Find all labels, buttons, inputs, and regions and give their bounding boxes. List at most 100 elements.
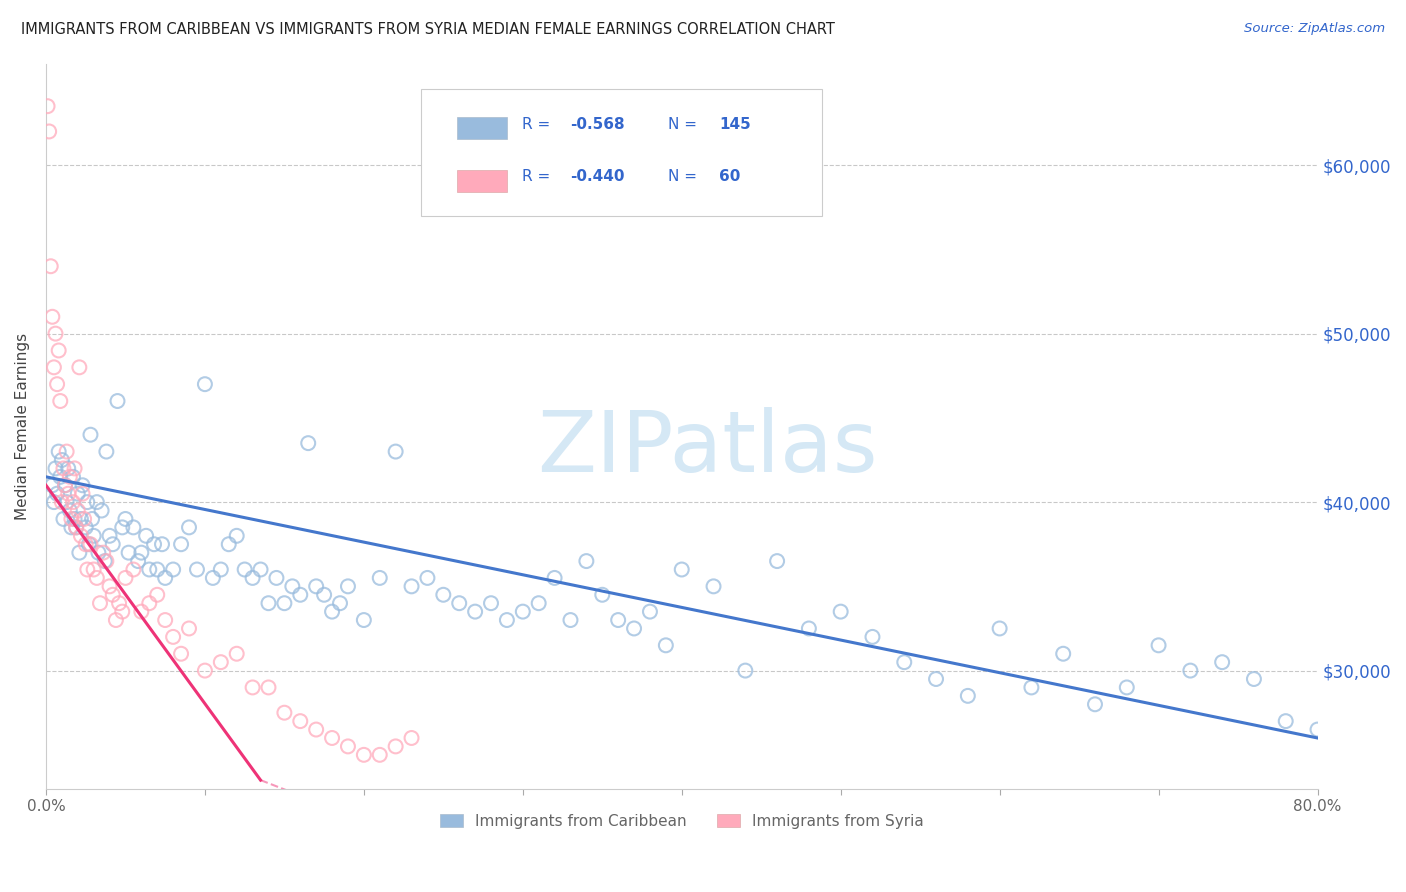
- Point: [273, 596, 295, 610]
- Point: [1052, 647, 1074, 661]
- Point: [138, 562, 160, 576]
- Point: [41, 478, 63, 492]
- Point: [655, 638, 678, 652]
- Point: [52, 512, 75, 526]
- Point: [1274, 714, 1296, 728]
- Point: [143, 537, 166, 551]
- Point: [1147, 638, 1170, 652]
- Point: [70, 529, 93, 543]
- Point: [53, 478, 76, 492]
- Point: [225, 647, 247, 661]
- Point: [86, 495, 108, 509]
- Point: [162, 630, 184, 644]
- Point: [336, 579, 359, 593]
- Point: [353, 613, 375, 627]
- Point: [42, 360, 65, 375]
- Point: [63, 512, 86, 526]
- Point: [37, 99, 59, 113]
- Point: [79, 537, 101, 551]
- Point: [305, 723, 328, 737]
- Point: [49, 394, 72, 409]
- Point: [41, 310, 63, 324]
- Point: [104, 613, 127, 627]
- Point: [464, 605, 486, 619]
- Point: [80, 512, 103, 526]
- Point: [38, 124, 60, 138]
- Text: N =: N =: [668, 117, 702, 132]
- Point: [225, 529, 247, 543]
- Point: [384, 444, 406, 458]
- Point: [73, 512, 96, 526]
- Point: [150, 537, 173, 551]
- Point: [194, 664, 217, 678]
- Point: [290, 714, 312, 728]
- Text: -0.440: -0.440: [569, 169, 624, 184]
- Text: Source: ZipAtlas.com: Source: ZipAtlas.com: [1244, 22, 1385, 36]
- Point: [368, 747, 391, 762]
- Point: [114, 512, 136, 526]
- Point: [496, 613, 519, 627]
- Point: [384, 739, 406, 754]
- Point: [797, 622, 820, 636]
- Point: [65, 520, 87, 534]
- Point: [58, 461, 80, 475]
- Point: [368, 571, 391, 585]
- Point: [281, 579, 304, 593]
- Point: [512, 605, 534, 619]
- Point: [273, 706, 295, 720]
- Point: [527, 596, 550, 610]
- Point: [91, 546, 114, 560]
- Point: [209, 562, 232, 576]
- Point: [186, 562, 208, 576]
- Point: [153, 613, 176, 627]
- Text: ZIPatlas: ZIPatlas: [537, 407, 877, 490]
- Point: [607, 613, 630, 627]
- Point: [329, 596, 352, 610]
- Point: [70, 512, 93, 526]
- Point: [242, 681, 264, 695]
- Point: [479, 596, 502, 610]
- Point: [297, 436, 319, 450]
- Point: [146, 588, 169, 602]
- Text: -0.568: -0.568: [569, 117, 624, 132]
- Point: [560, 613, 582, 627]
- Point: [87, 546, 110, 560]
- FancyBboxPatch shape: [420, 89, 821, 216]
- Point: [83, 562, 105, 576]
- Point: [138, 596, 160, 610]
- Point: [98, 579, 121, 593]
- FancyBboxPatch shape: [457, 169, 506, 192]
- Point: [177, 622, 200, 636]
- Point: [734, 664, 756, 678]
- Point: [122, 562, 145, 576]
- Text: R =: R =: [522, 169, 555, 184]
- Point: [623, 622, 645, 636]
- Point: [77, 537, 100, 551]
- Point: [131, 546, 153, 560]
- Point: [1211, 655, 1233, 669]
- Point: [66, 503, 89, 517]
- Point: [401, 579, 423, 593]
- Point: [75, 520, 97, 534]
- Point: [162, 562, 184, 576]
- Point: [111, 520, 134, 534]
- Point: [242, 571, 264, 585]
- Point: [201, 571, 224, 585]
- Legend: Immigrants from Caribbean, Immigrants from Syria: Immigrants from Caribbean, Immigrants fr…: [433, 808, 929, 835]
- Point: [194, 377, 217, 392]
- Point: [65, 520, 87, 534]
- Point: [42, 495, 65, 509]
- Point: [90, 503, 112, 517]
- Point: [72, 486, 94, 500]
- Point: [543, 571, 565, 585]
- Point: [75, 537, 97, 551]
- Point: [170, 537, 193, 551]
- Point: [1180, 664, 1202, 678]
- Point: [59, 503, 82, 517]
- Point: [48, 343, 70, 358]
- Point: [135, 529, 157, 543]
- Point: [62, 495, 84, 509]
- Point: [58, 486, 80, 500]
- Point: [146, 562, 169, 576]
- Point: [46, 486, 69, 500]
